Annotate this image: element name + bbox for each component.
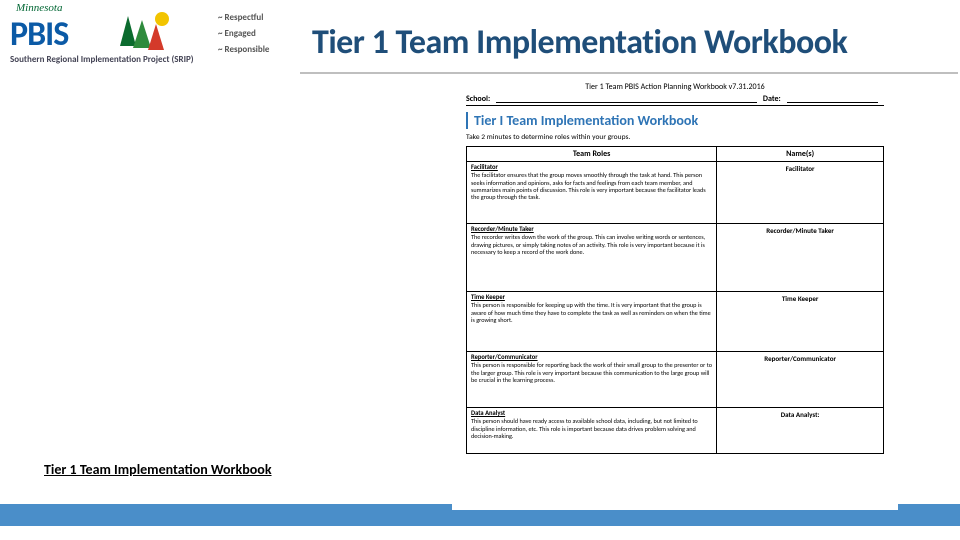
table-row: FacilitatorThe facilitator ensures that … (467, 162, 884, 224)
doc-date-label: Date: (763, 94, 781, 104)
role-cell: Data AnalystThis person should have read… (467, 408, 717, 454)
page-title: Tier 1 Team Implementation Workbook (312, 22, 847, 63)
logo-subtitle: Southern Regional Implementation Project… (10, 54, 194, 65)
name-cell: Reporter/Communicator (717, 352, 884, 408)
role-desc: The facilitator ensures that the group m… (471, 171, 706, 200)
logo-taglines: Respectful Engaged Responsible (218, 10, 269, 59)
table-row: Data AnalystThis person should have read… (467, 408, 884, 454)
role-name: Facilitator (471, 164, 712, 171)
role-cell: Time KeeperThis person is responsible fo… (467, 292, 717, 352)
role-desc: The recorder writes down the work of the… (471, 233, 705, 255)
name-cell: Facilitator (717, 162, 884, 224)
header-divider (300, 72, 958, 74)
logo-state-text: Minnesota (16, 2, 62, 14)
pbis-logo: Minnesota PBIS Southern Regional Impleme… (10, 4, 300, 76)
role-desc: This person should have ready access to … (471, 417, 698, 439)
col-header-roles: Team Roles (467, 147, 717, 162)
workbook-link[interactable]: Tier 1 Team Implementation Workbook (44, 461, 272, 478)
doc-school-label: School: (466, 94, 490, 104)
role-cell: FacilitatorThe facilitator ensures that … (467, 162, 717, 224)
trees-icon (118, 10, 174, 52)
logo-pbis-text: PBIS (10, 14, 68, 55)
tagline-item: Respectful (218, 10, 269, 26)
role-name: Data Analyst (471, 410, 712, 417)
doc-heading: Tier I Team Implementation Workbook (466, 112, 884, 129)
role-cell: Recorder/Minute TakerThe recorder writes… (467, 224, 717, 292)
doc-instruction: Take 2 minutes to determine roles within… (466, 133, 884, 142)
doc-divider (466, 105, 884, 106)
table-row: Reporter/CommunicatorThis person is resp… (467, 352, 884, 408)
tagline-item: Responsible (218, 42, 269, 58)
doc-school-blank (496, 94, 757, 103)
name-cell: Data Analyst: (717, 408, 884, 454)
table-row: Time KeeperThis person is responsible fo… (467, 292, 884, 352)
role-name: Recorder/Minute Taker (471, 226, 712, 233)
role-cell: Reporter/CommunicatorThis person is resp… (467, 352, 717, 408)
name-cell: Recorder/Minute Taker (717, 224, 884, 292)
doc-date-blank (787, 94, 878, 103)
tagline-item: Engaged (218, 26, 269, 42)
doc-top-line: Tier 1 Team PBIS Action Planning Workboo… (452, 82, 898, 92)
slide-header: Minnesota PBIS Southern Regional Impleme… (0, 0, 960, 80)
role-desc: This person is responsible for reporting… (471, 361, 712, 383)
role-name: Reporter/Communicator (471, 354, 712, 361)
doc-meta-row: School: Date: (452, 92, 898, 104)
roles-table: Team Roles Name(s) FacilitatorThe facili… (466, 146, 884, 454)
workbook-preview: Tier 1 Team PBIS Action Planning Workboo… (452, 78, 898, 510)
table-row: Recorder/Minute TakerThe recorder writes… (467, 224, 884, 292)
name-cell: Time Keeper (717, 292, 884, 352)
role-desc: This person is responsible for keeping u… (471, 301, 711, 323)
col-header-names: Name(s) (717, 147, 884, 162)
role-name: Time Keeper (471, 294, 712, 301)
